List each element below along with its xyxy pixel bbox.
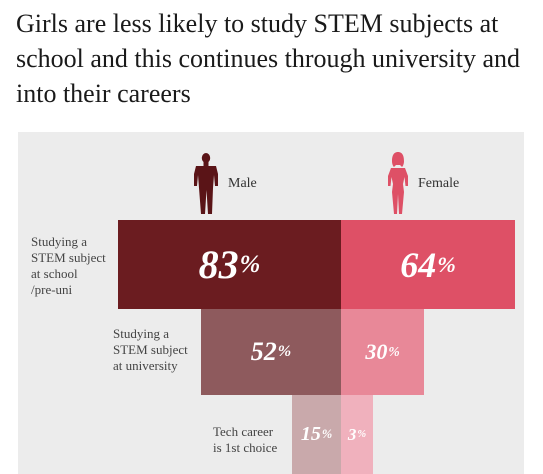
row-label-tech-career: Tech career is 1st choice xyxy=(213,424,278,455)
bar-female-school: 64% xyxy=(341,220,515,309)
value-label: 52 xyxy=(250,337,277,366)
page-title: Girls are less likely to study STEM subj… xyxy=(16,9,521,108)
bar-female-tech-career: 3% xyxy=(341,395,373,474)
bar-female-university: 30% xyxy=(341,309,424,395)
value-label: 3 xyxy=(347,424,357,444)
bar-male-university: 52% xyxy=(201,309,341,395)
value-label: 30 xyxy=(365,339,388,364)
legend-female: Female xyxy=(418,176,460,191)
male-silhouette-icon xyxy=(194,153,218,214)
value-label: 15 xyxy=(300,423,321,445)
bar-male-school: 83% xyxy=(118,220,341,309)
bar-male-tech-career: 15% xyxy=(292,395,341,474)
value-label: 64 xyxy=(400,244,437,285)
legend-male: Male xyxy=(228,176,257,191)
row-label-school: Studying a STEM subject at school /pre-u… xyxy=(31,234,106,297)
female-silhouette-icon xyxy=(388,152,408,214)
value-label: 83 xyxy=(198,242,239,287)
row-label-university: Studying a STEM subject at university xyxy=(113,326,188,373)
